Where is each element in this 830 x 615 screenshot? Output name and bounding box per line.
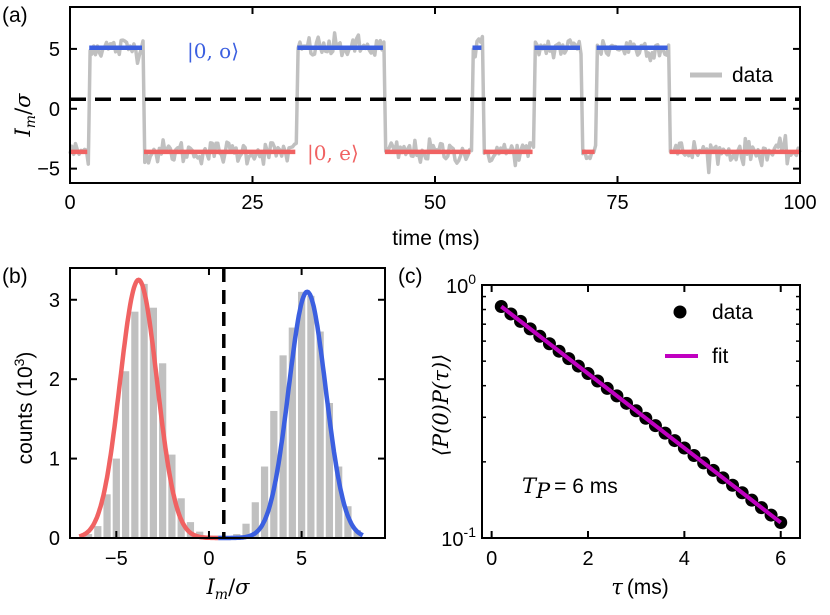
panel-c-xlabel: τ (ms) [611,575,669,599]
panel-c: (c) 0 2 4 6 100 10-1 data fit TP = 6 ms ⟨P(0)P… [398,265,801,599]
y-tick-label: −5 [37,159,60,181]
decay-time-annotation: TP = 6 ms [522,474,618,503]
even-state-label: |0, e⟩ [307,141,359,166]
histogram-bar [260,466,269,538]
panel-b-axes: −5 0 5 0 1 2 3 [49,267,386,570]
x-tick-label: 4 [679,548,690,570]
odd-state-label: |0, o⟩ [187,39,239,64]
histogram-bar [159,363,167,538]
x-tick-label: 0 [486,548,497,570]
panel-c-label: (c) [398,265,423,288]
panel-c-axes: 0 2 4 6 100 10-1 [441,271,801,570]
histogram-bar [112,458,120,538]
histogram-bar [344,506,352,538]
histogram-bar [251,502,259,538]
panel-c-legend: data fit [665,301,753,368]
x-tick-label: 75 [606,192,628,214]
legend-data-label: data [732,64,773,87]
y-tick-label: 0 [49,528,60,550]
panel-a-legend: data [690,64,773,87]
histogram-bar [307,295,315,538]
panel-c-frame [481,284,801,539]
histogram-bar [242,523,250,538]
y-tick-label: 100 [446,271,476,298]
x-tick-label: 6 [775,548,786,570]
panel-b-xlabel: Im/σ [206,575,251,603]
even-gaussian-fit [78,277,219,541]
panel-b-frame [69,267,386,539]
histogram-bar [84,534,93,538]
histogram-bar [325,403,334,538]
y-tick-label: 10-1 [441,524,476,551]
x-tick-label: 0 [64,192,75,214]
histogram-bar [94,526,102,538]
histogram-bar [121,371,130,538]
y-tick-label: 3 [49,290,60,312]
panel-a-ylabel: Im/σ [11,93,39,138]
exponential-fit-line [500,304,782,525]
legend-data-label-c: data [712,301,753,324]
y-tick-label: 2 [49,369,60,391]
y-tick-label: 1 [49,449,60,471]
histogram-bar [131,311,139,538]
panel-b-label: (b) [2,265,28,288]
histogram-bar [270,410,278,538]
y-tick-label: 5 [49,39,60,61]
x-tick-label: 25 [241,192,263,214]
panel-a-axes: 0 25 50 75 100−505 [37,6,817,214]
x-tick-label: 50 [424,192,446,214]
x-tick-label: 0 [203,548,214,570]
y-tick-label: 0 [49,99,60,121]
histogram-bar [140,283,148,538]
x-tick-label: 5 [296,548,307,570]
histogram-bar [335,466,343,538]
legend-data-marker [673,305,687,319]
legend-fit-label: fit [712,345,729,368]
panel-b: (b) −5 0 5 0 1 2 3 counts (103) Im/σ [2,265,386,603]
x-tick-label: −5 [105,548,128,570]
panel-a-label: (a) [2,4,28,27]
x-tick-label: 2 [582,548,593,570]
panel-a: (a) |0, o⟩ |0, e⟩ data 0 25 50 75 100−505 Im… [2,4,817,250]
histogram-bar [298,291,306,538]
x-tick-label: 100 [783,192,816,214]
panel-a-xlabel: time (ms) [392,227,480,250]
panel-b-ylabel: counts (103) [11,352,37,465]
histogram-bar [103,494,111,538]
histogram-bar [316,331,324,538]
histogram-bar [149,307,157,538]
panel-c-ylabel: ⟨P(0)P(τ)⟩ [429,354,453,456]
histogram-bar [288,327,296,538]
panel-a-state-levels [71,45,799,155]
